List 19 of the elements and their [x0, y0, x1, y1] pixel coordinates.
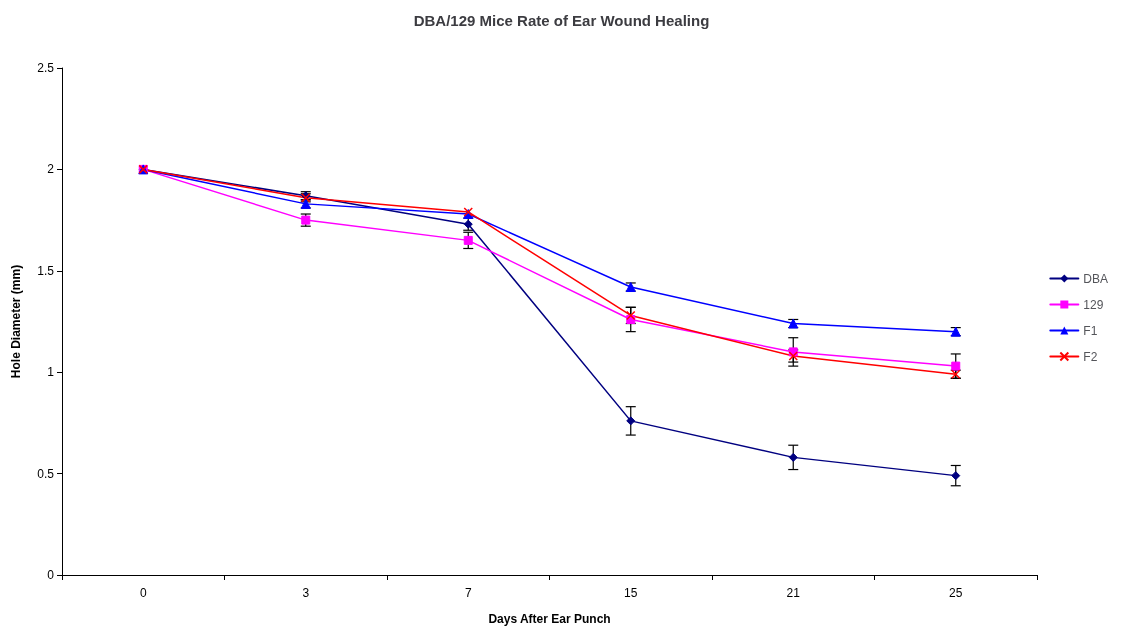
y-tick-label: 2: [47, 162, 55, 177]
x-tick-label: 15: [624, 586, 638, 600]
legend-label: F2: [1083, 349, 1098, 364]
x-tick-label: 21: [786, 586, 801, 600]
y-tick-label: 1.5: [37, 263, 55, 278]
y-tick-label: 0: [47, 568, 55, 582]
y-axis-title: Hole Diameter (mm): [9, 264, 23, 379]
x-tick-label: 7: [464, 586, 472, 600]
y-tick-label: 2.5: [37, 61, 55, 75]
legend-label: 129: [1083, 297, 1104, 312]
x-axis-title: Days After Ear Punch: [488, 612, 611, 626]
x-tick-label: 0: [139, 586, 147, 600]
x-tick-label: 3: [302, 586, 310, 600]
chart-title: DBA/129 Mice Rate of Ear Wound Healing: [413, 12, 710, 29]
y-tick-label: 1: [47, 365, 55, 380]
y-tick-label: 0.5: [37, 466, 55, 481]
legend-label: DBA: [1083, 271, 1109, 286]
x-tick-label: 25: [949, 586, 963, 600]
legend-label: F1: [1083, 323, 1098, 338]
